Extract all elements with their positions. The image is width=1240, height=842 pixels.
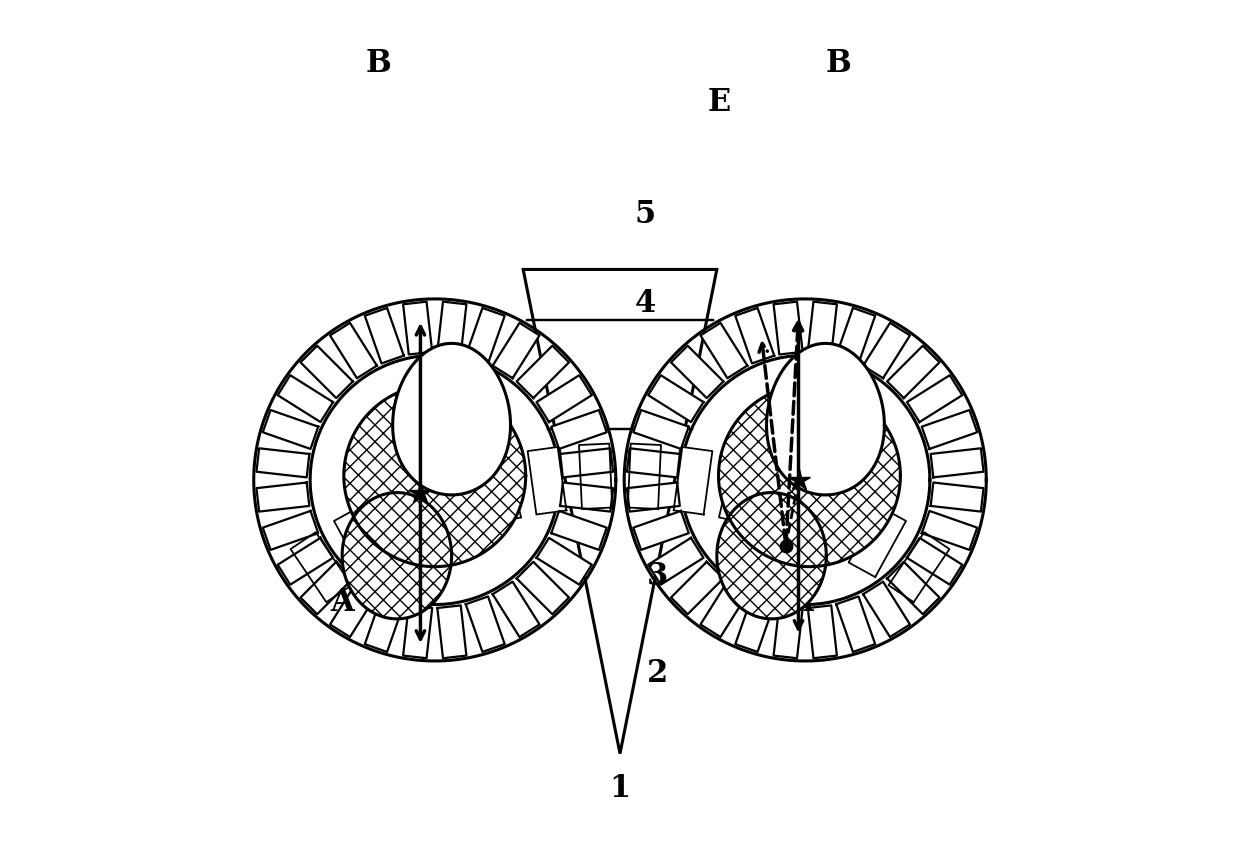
Polygon shape bbox=[257, 448, 309, 477]
Polygon shape bbox=[634, 511, 688, 550]
Polygon shape bbox=[492, 582, 539, 637]
Polygon shape bbox=[887, 346, 940, 398]
Polygon shape bbox=[438, 301, 466, 354]
Polygon shape bbox=[342, 493, 451, 619]
Polygon shape bbox=[334, 506, 392, 577]
Polygon shape bbox=[365, 308, 404, 364]
Polygon shape bbox=[649, 538, 703, 584]
Polygon shape bbox=[701, 582, 748, 637]
Polygon shape bbox=[627, 482, 680, 512]
Text: B: B bbox=[826, 48, 852, 78]
Polygon shape bbox=[627, 444, 661, 509]
Polygon shape bbox=[889, 532, 950, 602]
Polygon shape bbox=[552, 410, 606, 449]
Text: A: A bbox=[789, 587, 813, 617]
Polygon shape bbox=[921, 511, 977, 550]
Polygon shape bbox=[863, 322, 910, 378]
Polygon shape bbox=[300, 346, 353, 398]
Polygon shape bbox=[673, 447, 712, 514]
Polygon shape bbox=[719, 455, 763, 525]
Polygon shape bbox=[263, 511, 319, 550]
Polygon shape bbox=[887, 562, 940, 614]
Text: E: E bbox=[708, 88, 732, 118]
Polygon shape bbox=[560, 482, 613, 512]
Polygon shape bbox=[701, 322, 748, 378]
Polygon shape bbox=[807, 605, 837, 658]
Polygon shape bbox=[931, 482, 983, 512]
Polygon shape bbox=[774, 605, 802, 658]
Polygon shape bbox=[537, 376, 591, 422]
Polygon shape bbox=[931, 448, 983, 477]
Polygon shape bbox=[257, 482, 309, 512]
Polygon shape bbox=[560, 448, 613, 477]
Polygon shape bbox=[627, 448, 680, 477]
Polygon shape bbox=[379, 485, 433, 556]
Text: 2: 2 bbox=[647, 658, 668, 689]
Polygon shape bbox=[528, 447, 567, 514]
Polygon shape bbox=[403, 605, 433, 658]
Polygon shape bbox=[863, 582, 910, 637]
Polygon shape bbox=[906, 538, 962, 584]
Polygon shape bbox=[764, 467, 812, 538]
Polygon shape bbox=[735, 596, 774, 652]
Polygon shape bbox=[671, 346, 723, 398]
Polygon shape bbox=[477, 455, 521, 525]
Polygon shape bbox=[718, 385, 900, 567]
Polygon shape bbox=[438, 605, 466, 658]
Polygon shape bbox=[671, 562, 723, 614]
Polygon shape bbox=[517, 346, 569, 398]
Text: B: B bbox=[366, 48, 392, 78]
Polygon shape bbox=[343, 385, 526, 567]
Polygon shape bbox=[365, 596, 404, 652]
Text: 1: 1 bbox=[609, 774, 631, 804]
Polygon shape bbox=[552, 511, 606, 550]
Polygon shape bbox=[278, 538, 334, 584]
Polygon shape bbox=[774, 301, 802, 354]
Polygon shape bbox=[807, 485, 861, 556]
Polygon shape bbox=[517, 562, 569, 614]
Text: 4: 4 bbox=[635, 288, 656, 318]
Polygon shape bbox=[717, 493, 826, 619]
Polygon shape bbox=[921, 410, 977, 449]
Polygon shape bbox=[393, 344, 511, 495]
Polygon shape bbox=[807, 301, 837, 354]
Polygon shape bbox=[300, 562, 353, 614]
Polygon shape bbox=[579, 444, 613, 509]
Polygon shape bbox=[263, 410, 319, 449]
Polygon shape bbox=[466, 308, 505, 364]
Text: 5: 5 bbox=[635, 200, 656, 230]
Polygon shape bbox=[836, 596, 875, 652]
Text: 3: 3 bbox=[647, 562, 668, 592]
Polygon shape bbox=[403, 301, 433, 354]
Polygon shape bbox=[848, 506, 906, 577]
Polygon shape bbox=[330, 322, 377, 378]
Polygon shape bbox=[735, 308, 774, 364]
Polygon shape bbox=[766, 344, 884, 495]
Polygon shape bbox=[836, 308, 875, 364]
Polygon shape bbox=[537, 538, 591, 584]
Polygon shape bbox=[330, 582, 377, 637]
Text: A: A bbox=[330, 587, 353, 617]
Polygon shape bbox=[906, 376, 962, 422]
Polygon shape bbox=[649, 376, 703, 422]
Polygon shape bbox=[290, 532, 351, 602]
Polygon shape bbox=[278, 376, 334, 422]
Polygon shape bbox=[634, 410, 688, 449]
Polygon shape bbox=[428, 467, 476, 538]
Polygon shape bbox=[492, 322, 539, 378]
Polygon shape bbox=[466, 596, 505, 652]
